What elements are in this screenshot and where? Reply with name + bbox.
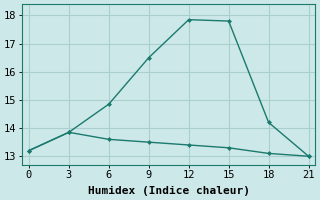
X-axis label: Humidex (Indice chaleur): Humidex (Indice chaleur) <box>88 186 250 196</box>
